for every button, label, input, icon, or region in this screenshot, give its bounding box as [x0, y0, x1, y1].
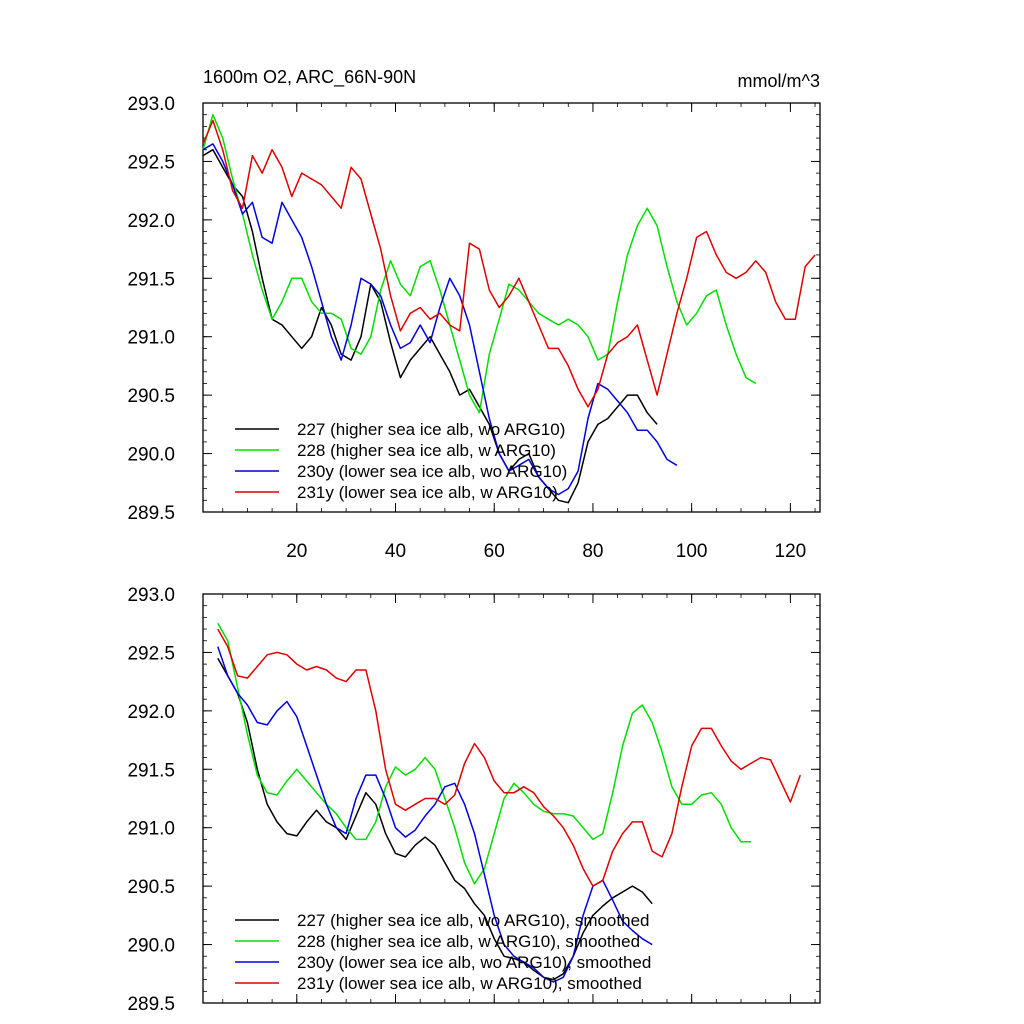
- series-line-227: [217, 657, 653, 981]
- y-tick-label: 290.5: [127, 877, 175, 898]
- legend-label-231y: 231y (lower sea ice alb, w ARG10): [297, 483, 558, 502]
- series-line-230y: [217, 646, 653, 983]
- legend-label-230y: 230y (lower sea ice alb, wo ARG10), smoo…: [297, 953, 651, 972]
- y-tick-label: 290.0: [127, 936, 175, 957]
- series-line-231y: [202, 119, 816, 408]
- x-tick-label: 40: [385, 541, 406, 562]
- y-tick-label: 290.0: [127, 445, 175, 466]
- y-tick-label: 289.5: [127, 503, 175, 524]
- series-line-228: [217, 622, 751, 885]
- y-tick-label: 291.0: [127, 328, 175, 349]
- legend-label-230y: 230y (lower sea ice alb, wo ARG10): [297, 462, 567, 481]
- y-tick-label: 292.5: [127, 152, 175, 173]
- y-tick-label: 293.0: [127, 94, 175, 115]
- y-tick-label: 292.0: [127, 702, 175, 723]
- bottom-panel: 289.5 290.0 290.5 291.0 291.5 292.0 292.5 293.0…: [127, 585, 821, 1015]
- legend-label-228: 228 (higher sea ice alb, w ARG10): [297, 441, 556, 460]
- x-tick-label: 80: [582, 541, 603, 562]
- y-tick-label: 289.5: [127, 994, 175, 1015]
- top-panel: 289.5 290.0 290.5 291.0 291.5 292.0 292.5 293.0…: [127, 94, 821, 562]
- chart-title: 1600m O2, ARC_66N-90N: [203, 67, 416, 88]
- y-tick-label: 293.0: [127, 585, 175, 606]
- series-line-231y: [217, 628, 802, 887]
- legend-label-231y: 231y (lower sea ice alb, w ARG10), smoot…: [297, 974, 642, 993]
- y-tick-label: 291.5: [127, 760, 175, 781]
- legend-label-227: 227 (higher sea ice alb, wo ARG10): [297, 420, 565, 439]
- legend-label-227: 227 (higher sea ice alb, wo ARG10), smoo…: [297, 911, 649, 930]
- plot-frame: [202, 593, 821, 1004]
- x-tick-label: 20: [286, 541, 307, 562]
- x-tick-label: 100: [676, 541, 708, 562]
- legend-label-228: 228 (higher sea ice alb, w ARG10), smoot…: [297, 932, 640, 951]
- units-label: mmol/m^3: [738, 71, 820, 91]
- y-tick-label: 290.5: [127, 386, 175, 407]
- y-tick-label: 292.5: [127, 643, 175, 664]
- x-tick-label: 120: [775, 541, 807, 562]
- series-line-230y: [202, 143, 678, 496]
- y-tick-label: 291.5: [127, 269, 175, 290]
- x-tick-label: 60: [484, 541, 505, 562]
- y-tick-label: 292.0: [127, 211, 175, 232]
- y-tick-label: 291.0: [127, 819, 175, 840]
- plot-frame: [202, 102, 821, 513]
- series-line-228: [202, 113, 757, 414]
- series-line-227: [202, 148, 658, 504]
